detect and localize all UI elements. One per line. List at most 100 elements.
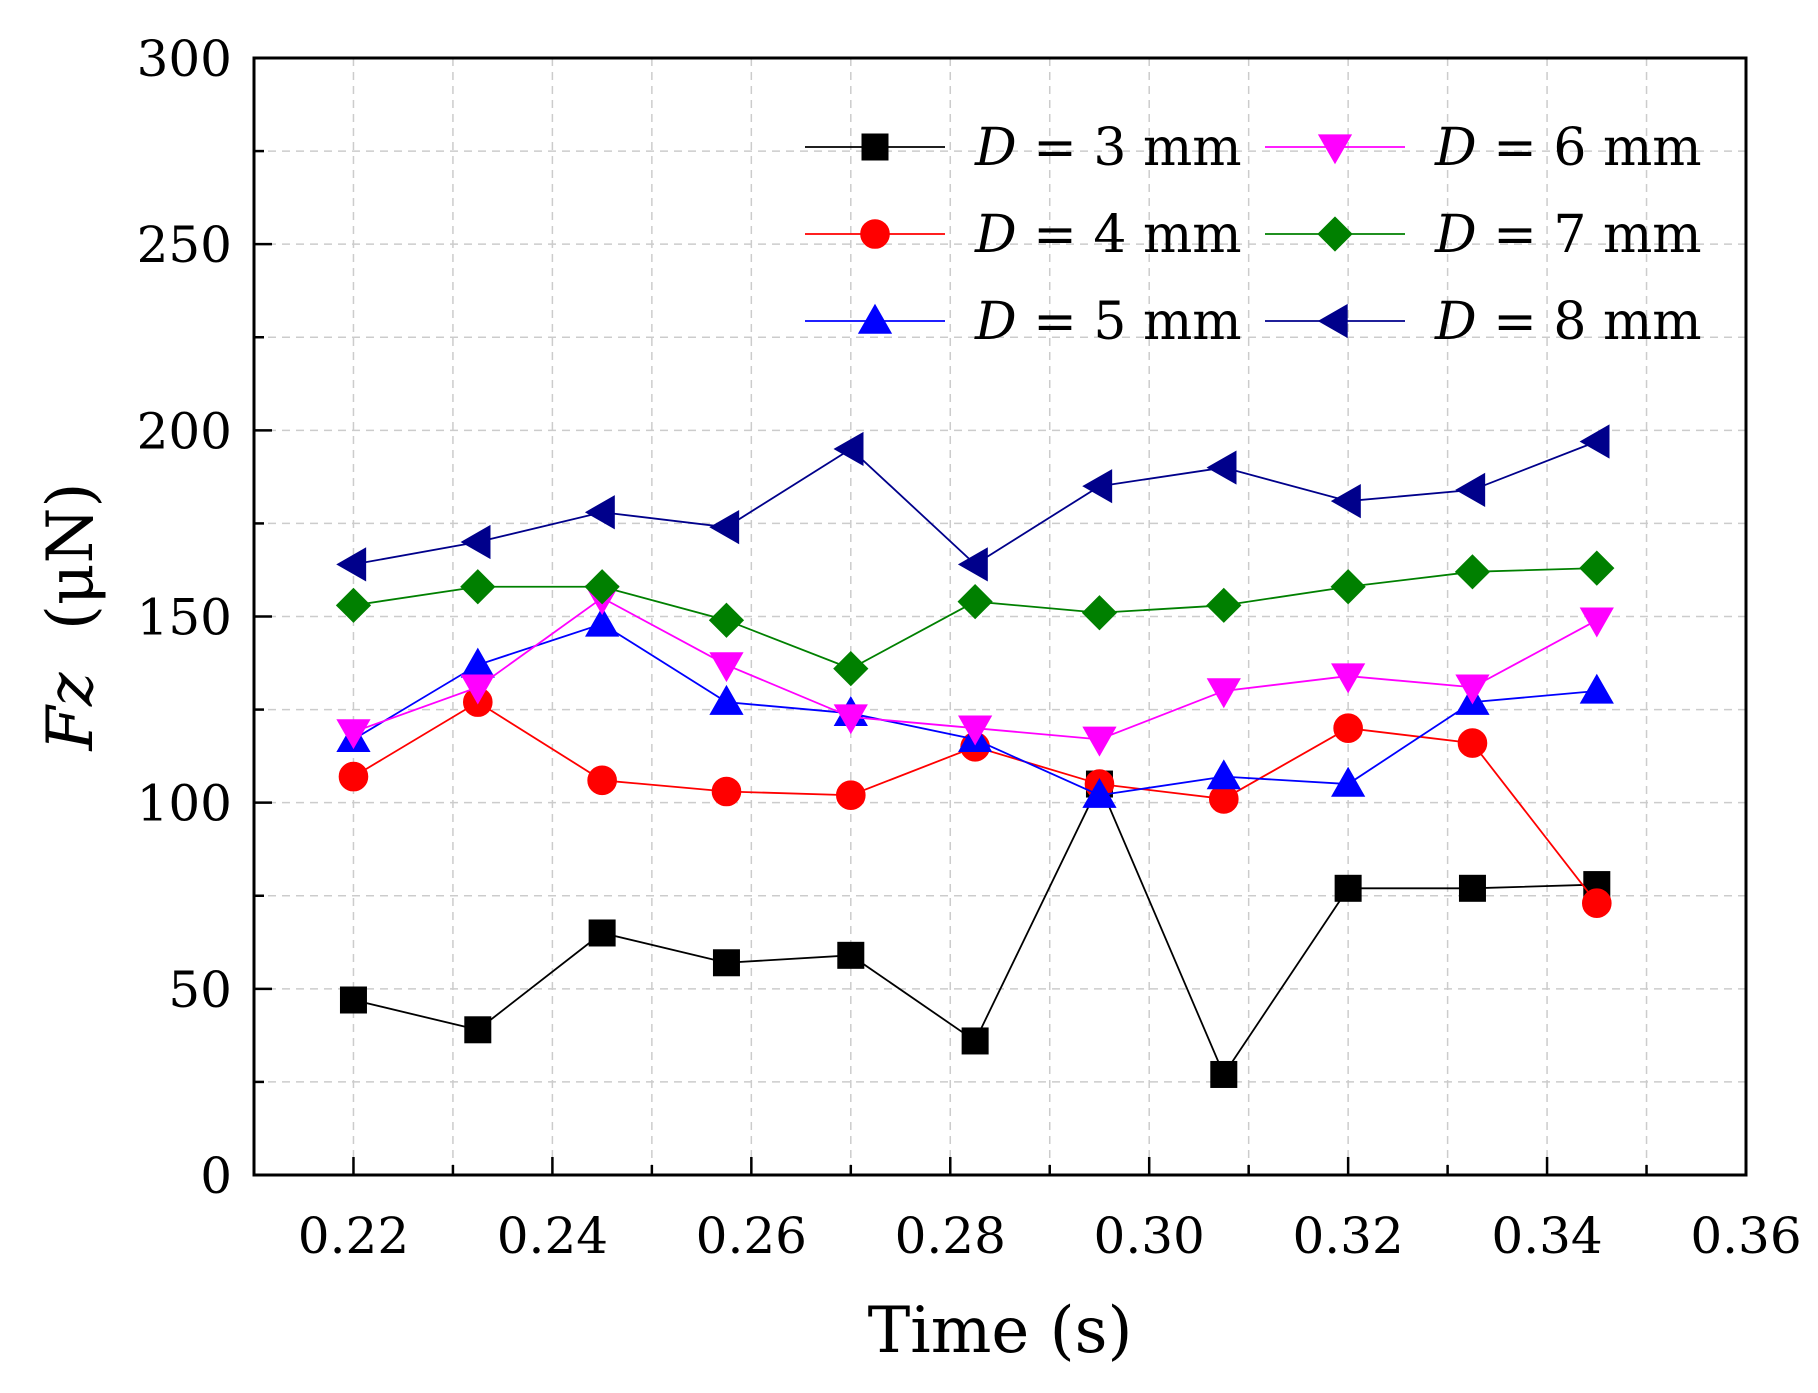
data-point — [584, 569, 620, 605]
legend-label-var: D — [1434, 205, 1477, 265]
data-point — [1081, 595, 1118, 631]
y-tick-label: 300 — [137, 30, 232, 88]
data-point — [1082, 777, 1117, 808]
data-point — [1334, 874, 1362, 902]
x-tick-label: 0.32 — [1292, 1207, 1403, 1265]
x-tick-label: 0.36 — [1690, 1207, 1801, 1265]
data-point — [833, 704, 868, 735]
data-point — [338, 761, 369, 792]
data-point — [1333, 713, 1363, 744]
axis-ticks: 0.22 0.24 0.26 0.28 0.30 0.32 0.34 0.36 0 50 100 15… — [137, 30, 1802, 1265]
legend-label-var: D — [974, 118, 1017, 178]
data-point — [957, 547, 988, 582]
series-1 — [339, 770, 1611, 1088]
data-point — [709, 510, 740, 545]
data-point — [1330, 569, 1366, 605]
legend-marker — [1317, 216, 1353, 252]
series-line — [353, 440, 1598, 566]
data-point — [1082, 469, 1113, 504]
data-point — [708, 602, 745, 638]
data-point — [460, 647, 495, 678]
y-tick-label: 100 — [137, 775, 232, 833]
legend-label-rest: = 3 mm — [1017, 118, 1242, 178]
data-point — [1455, 674, 1490, 705]
legend-label: D = 4 mm — [974, 205, 1242, 265]
legend-label-var: D — [1434, 292, 1477, 352]
legend-item: D = 5 mm — [805, 292, 1242, 352]
legend-item: D = 4 mm — [805, 205, 1242, 265]
legend-label: D = 7 mm — [1434, 205, 1702, 265]
data-point — [460, 674, 495, 705]
data-point — [339, 986, 367, 1014]
data-point — [711, 776, 742, 807]
legend-label-rest: = 6 mm — [1477, 118, 1702, 178]
x-tick-label: 0.26 — [696, 1207, 807, 1265]
legend: D = 3 mmD = 4 mmD = 5 mmD = 6 mmD = 7 mm… — [805, 118, 1702, 352]
data-point — [709, 652, 744, 683]
data-point — [336, 719, 371, 750]
data-point — [833, 431, 864, 467]
y-tick-label: 150 — [137, 589, 232, 647]
legend-marker — [860, 219, 890, 249]
y-axis-label-unit: (μN) — [34, 483, 108, 631]
data-point — [1582, 888, 1612, 918]
data-point — [1454, 554, 1491, 590]
data-point — [709, 684, 744, 715]
y-tick-label: 250 — [137, 216, 232, 274]
data-point — [336, 547, 367, 582]
data-point — [335, 587, 372, 623]
legend-label: D = 3 mm — [974, 118, 1242, 178]
data-point — [1330, 483, 1361, 519]
x-tick-label: 0.34 — [1491, 1207, 1602, 1265]
legend-label: D = 8 mm — [1434, 292, 1702, 352]
data-point — [837, 941, 865, 969]
data-point — [1458, 874, 1486, 902]
data-point — [460, 569, 496, 605]
data-point — [1206, 759, 1241, 790]
legend-label-rest: = 8 mm — [1477, 292, 1702, 352]
data-point — [958, 715, 993, 746]
data-point — [1457, 728, 1488, 758]
x-tick-label: 0.24 — [497, 1207, 608, 1265]
data-point — [1331, 766, 1366, 797]
legend-label-var: D — [974, 205, 1017, 265]
legend-marker — [1317, 134, 1353, 165]
legend-marker — [1317, 303, 1348, 339]
x-tick-label: 0.28 — [895, 1207, 1006, 1265]
data-point — [1579, 673, 1614, 704]
legend-item: D = 3 mm — [805, 118, 1242, 178]
data-point — [1206, 450, 1237, 485]
data-point — [1579, 607, 1614, 638]
data-point — [460, 524, 491, 560]
series-group — [335, 424, 1615, 1088]
legend-label-rest: = 4 mm — [1017, 205, 1242, 265]
x-tick-label: 0.22 — [298, 1207, 409, 1265]
data-point — [1331, 663, 1366, 694]
legend-marker — [857, 303, 893, 334]
data-point — [1210, 1060, 1238, 1088]
legend-label-rest: = 5 mm — [1017, 292, 1242, 352]
y-tick-label: 0 — [200, 1147, 232, 1205]
legend-label-var: D — [974, 292, 1017, 352]
data-point — [833, 651, 869, 687]
data-point — [957, 583, 993, 620]
data-point — [1579, 424, 1610, 459]
series-5 — [335, 550, 1615, 687]
data-point — [1579, 550, 1615, 586]
y-axis-label: Fz (μN) — [34, 483, 108, 752]
data-point — [836, 780, 866, 811]
y-tick-label: 200 — [137, 402, 232, 460]
data-point — [585, 606, 620, 637]
legend-marker — [861, 133, 889, 161]
y-tick-label: 50 — [168, 961, 232, 1019]
legend-label-var: D — [1434, 118, 1477, 178]
x-tick-label: 0.30 — [1094, 1207, 1205, 1265]
data-point — [588, 919, 616, 947]
data-point — [712, 949, 740, 977]
data-point — [1082, 726, 1117, 757]
legend-item: D = 6 mm — [1265, 118, 1702, 178]
series-6 — [336, 424, 1610, 582]
data-point — [1455, 472, 1486, 508]
x-axis-label: Time (s) — [868, 1294, 1133, 1368]
